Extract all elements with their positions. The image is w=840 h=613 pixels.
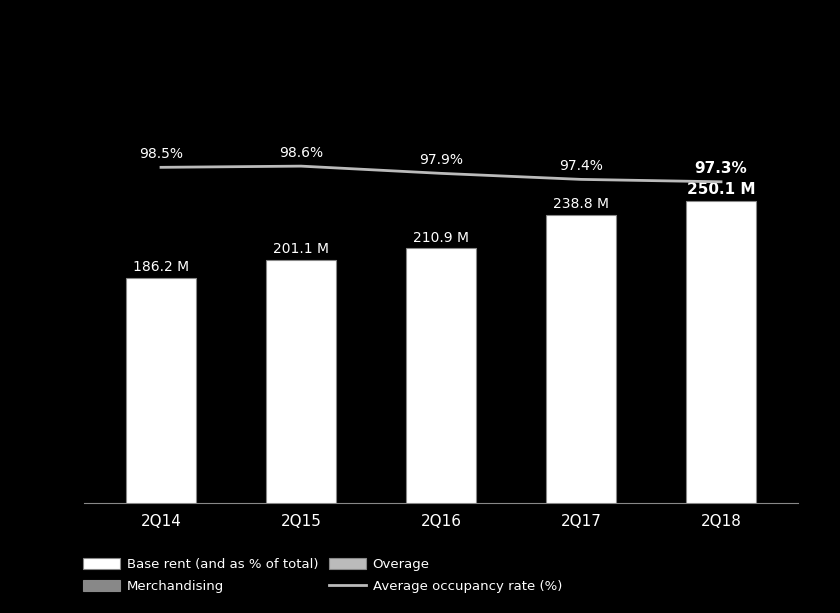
Text: 97.4%: 97.4%	[559, 159, 603, 173]
Text: 97.9%: 97.9%	[419, 153, 463, 167]
Text: 97.3%: 97.3%	[695, 161, 748, 176]
Text: 186.2 M: 186.2 M	[133, 261, 189, 275]
Text: 98.5%: 98.5%	[139, 147, 183, 161]
Bar	[266, 260, 336, 503]
Text: 201.1 M: 201.1 M	[273, 243, 329, 256]
Text: 238.8 M: 238.8 M	[553, 197, 609, 211]
Legend: Base rent (and as % of total), Merchandising, Overage, Average occupancy rate (%: Base rent (and as % of total), Merchandi…	[83, 558, 562, 593]
Bar	[126, 278, 196, 503]
Bar	[686, 201, 756, 503]
Bar	[406, 248, 476, 503]
Text: 98.6%: 98.6%	[279, 146, 323, 160]
Bar	[546, 215, 616, 503]
Text: 250.1 M: 250.1 M	[687, 182, 755, 197]
Text: 210.9 M: 210.9 M	[413, 230, 469, 245]
